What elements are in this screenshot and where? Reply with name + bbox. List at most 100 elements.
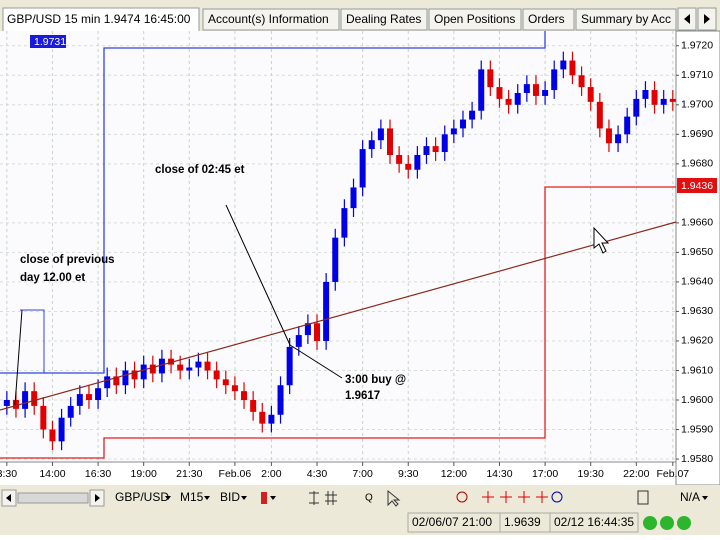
candle-body [478, 69, 485, 111]
candle-body [432, 146, 439, 153]
candle-body [523, 84, 530, 93]
candle-body [587, 87, 594, 102]
candle-icon[interactable] [261, 492, 267, 504]
status-price: 1.9639 [504, 515, 541, 529]
candle-body [615, 134, 622, 144]
candle-body [268, 414, 275, 424]
candle-body [642, 90, 649, 99]
y-tick-label: 1.9600 [681, 394, 713, 406]
mode-select[interactable]: N/A [680, 490, 700, 504]
candle-body [341, 208, 348, 238]
candle-body [569, 60, 576, 76]
candle-body [469, 110, 476, 120]
candle-body [22, 391, 29, 409]
candle-body [487, 69, 494, 88]
candle-body [40, 405, 47, 430]
candle-body [250, 400, 257, 412]
annotation: close of 02:45 et [155, 164, 245, 176]
connection-indicator [660, 516, 674, 530]
candle-body [368, 140, 375, 150]
candle-body [158, 358, 165, 374]
candle-body [3, 400, 10, 406]
annotation-line [289, 344, 343, 379]
candle-body [660, 98, 667, 105]
x-tick-label: 3:30 [0, 468, 17, 480]
candle-body [49, 429, 56, 442]
x-tick-label: Feb.07 [656, 468, 689, 480]
symbol-select[interactable]: GBP/USD [115, 490, 169, 504]
candle-body [140, 364, 147, 380]
tab-label: Dealing Rates [346, 12, 421, 26]
tab-label: Open Positions [434, 12, 515, 26]
chart-tab-title: GBP/USD 15 min 1.9474 16:45:00 [7, 12, 191, 26]
candle-body [496, 87, 503, 99]
tabs: Account(s) Information Dealing Rates Open … [202, 8, 677, 31]
y-tick-label: 1.9660 [681, 217, 713, 229]
candle-body [405, 163, 412, 170]
period-select[interactable]: M15 [180, 490, 204, 504]
candle-body [58, 417, 65, 442]
candle-body [222, 379, 229, 386]
candle-body [195, 361, 202, 368]
y-tick-label: 1.9580 [681, 453, 713, 465]
candle-body [551, 69, 558, 91]
candle-body [241, 391, 248, 401]
tab[interactable] [522, 8, 575, 31]
x-tick-label: 12:00 [441, 468, 467, 480]
candle-body [76, 394, 83, 406]
tab[interactable] [340, 8, 428, 31]
candle-body [542, 90, 549, 96]
y-axis: 1.9580 1.9590 1.9600 1.9610 1.9620 1.9630 1.96… [676, 40, 713, 465]
trend-line [0, 221, 677, 411]
x-tick-label: 14:00 [39, 468, 65, 480]
y-tick-label: 1.9590 [681, 423, 713, 435]
y-tick-label: 1.9620 [681, 335, 713, 347]
arrow-icon [6, 494, 11, 502]
y-tick-label: 1.9610 [681, 364, 713, 376]
candle-body [578, 75, 585, 88]
candle-body [651, 90, 658, 105]
connection-indicator [677, 516, 691, 530]
tab-label: Account(s) Information [208, 12, 329, 26]
x-tick-label: 19:00 [131, 468, 157, 480]
y-tick-label: 1.9680 [681, 158, 713, 170]
candle-body [304, 323, 311, 336]
y-tick-label: 1.9690 [681, 128, 713, 140]
candle-body [95, 388, 102, 401]
candle-body [314, 323, 321, 341]
dropdown-icon [204, 496, 210, 500]
candle-body [122, 370, 129, 386]
arrow-icon [95, 494, 100, 502]
candle-body [396, 154, 403, 164]
zoom-tool[interactable]: Q [365, 493, 373, 504]
price-tag [677, 178, 717, 193]
x-tick-label: 9:30 [398, 468, 419, 480]
status-time: 02/06/07 21:00 [412, 515, 492, 529]
scrollbar[interactable] [17, 492, 89, 504]
tab[interactable] [428, 8, 522, 31]
price-axis [675, 30, 720, 486]
x-tick-label: 2:00 [261, 468, 282, 480]
candle-body [85, 394, 92, 401]
candles [3, 51, 676, 451]
candle-body [277, 385, 284, 415]
candle-body [624, 116, 631, 135]
tab[interactable] [202, 8, 340, 31]
price-select[interactable]: BID [220, 490, 240, 504]
candle-body [459, 119, 466, 129]
status-cell [549, 512, 639, 533]
candle-body [231, 385, 238, 392]
candle-body [213, 370, 220, 380]
x-tick-label: 16:30 [85, 468, 111, 480]
annotation: 1.9617 [345, 390, 380, 402]
candle-body [387, 128, 393, 155]
tab[interactable] [575, 8, 677, 31]
tool-icons [309, 489, 649, 507]
price-tag-label: 1.9436 [681, 180, 713, 192]
candle-body [113, 376, 120, 386]
candle-body [286, 346, 293, 386]
candle-body [633, 98, 640, 117]
candle-body [423, 146, 430, 155]
dropdown-icon [702, 496, 708, 500]
